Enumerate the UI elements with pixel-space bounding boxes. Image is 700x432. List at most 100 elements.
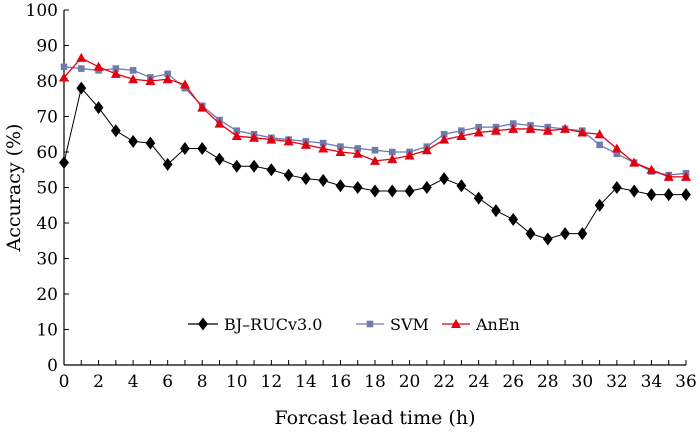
data-point	[112, 65, 120, 72]
data-point	[128, 74, 139, 84]
data-point	[59, 156, 69, 170]
series-2	[59, 52, 691, 181]
data-point	[352, 148, 363, 158]
series-group	[59, 52, 691, 246]
data-point	[473, 127, 484, 137]
x-tick-label: 18	[364, 372, 386, 392]
data-point	[233, 127, 241, 134]
data-point	[197, 102, 208, 112]
data-point	[60, 63, 68, 71]
data-point	[214, 152, 225, 166]
x-tick-label: 10	[226, 372, 248, 392]
data-point	[475, 123, 482, 131]
data-point	[266, 134, 277, 144]
data-point	[577, 127, 588, 137]
data-point	[646, 164, 657, 174]
data-point	[577, 227, 588, 241]
data-point	[508, 123, 519, 133]
y-tick-label: 30	[36, 250, 58, 270]
data-point	[335, 179, 346, 193]
data-point	[197, 141, 208, 155]
y-tick-label: 20	[36, 285, 58, 305]
data-point	[594, 198, 605, 212]
data-point	[421, 181, 432, 194]
x-tick-label: 28	[537, 372, 559, 392]
data-point	[525, 123, 536, 133]
data-point	[509, 120, 517, 127]
x-tick-label: 16	[330, 372, 352, 392]
x-tick-label: 30	[572, 372, 594, 392]
x-tick-label: 32	[606, 372, 628, 392]
data-point	[421, 145, 432, 155]
data-point	[490, 125, 501, 135]
y-tick-label: 40	[36, 214, 58, 234]
x-tick-label: 0	[59, 372, 70, 392]
data-point	[560, 227, 570, 241]
legend-item-0: BJ–RUCv3.0	[188, 315, 322, 334]
data-point	[646, 188, 657, 202]
legend-label: AnEn	[475, 315, 520, 334]
data-point	[525, 227, 536, 241]
legend-label: SVM	[390, 315, 429, 334]
data-point	[560, 123, 571, 133]
legend-marker	[198, 317, 208, 331]
data-point	[354, 145, 362, 152]
x-tick-label: 36	[675, 372, 697, 392]
x-tick-label: 12	[261, 372, 283, 392]
data-point	[456, 131, 467, 141]
data-point	[179, 79, 190, 89]
data-point	[681, 188, 691, 202]
data-point	[387, 154, 398, 164]
data-point	[440, 130, 448, 138]
data-point	[508, 212, 519, 226]
data-point	[613, 150, 621, 158]
data-point	[93, 101, 104, 115]
data-point	[164, 70, 171, 78]
data-point	[337, 143, 344, 150]
series-0	[59, 81, 691, 246]
data-point	[283, 168, 294, 182]
data-point	[110, 68, 121, 78]
data-point	[231, 159, 242, 173]
data-point	[231, 131, 242, 141]
data-point	[318, 173, 329, 187]
data-point	[162, 157, 173, 171]
data-point	[629, 184, 640, 198]
data-point	[473, 191, 484, 205]
x-tick-label: 6	[162, 372, 173, 392]
data-point	[110, 124, 121, 138]
data-point	[458, 127, 465, 134]
data-point	[128, 134, 138, 148]
x-tick-label: 22	[433, 372, 455, 392]
x-tick-label: 8	[197, 372, 208, 392]
data-point	[456, 179, 467, 193]
data-point	[629, 157, 640, 167]
y-tick-label: 90	[36, 37, 58, 57]
data-point	[387, 184, 398, 198]
legend-marker	[366, 320, 374, 328]
data-point	[162, 74, 173, 84]
data-point	[76, 81, 87, 95]
y-tick-label: 60	[36, 143, 58, 163]
data-point	[301, 172, 311, 186]
data-point	[300, 139, 311, 149]
data-point	[491, 204, 501, 218]
y-tick-label: 100	[26, 1, 58, 21]
data-point	[93, 61, 104, 71]
data-point	[681, 171, 691, 181]
data-point	[542, 232, 553, 246]
data-point	[266, 163, 277, 177]
data-point	[77, 65, 85, 72]
x-tick-label: 14	[295, 372, 317, 392]
data-point	[596, 141, 603, 149]
x-axis-label: Forcast lead time (h)	[275, 407, 476, 429]
data-point	[371, 146, 379, 154]
x-tick-label: 26	[502, 372, 524, 392]
data-point	[180, 141, 190, 155]
y-tick-label: 80	[36, 72, 58, 92]
data-point	[404, 184, 415, 198]
data-point	[145, 76, 156, 85]
data-point	[129, 67, 137, 74]
